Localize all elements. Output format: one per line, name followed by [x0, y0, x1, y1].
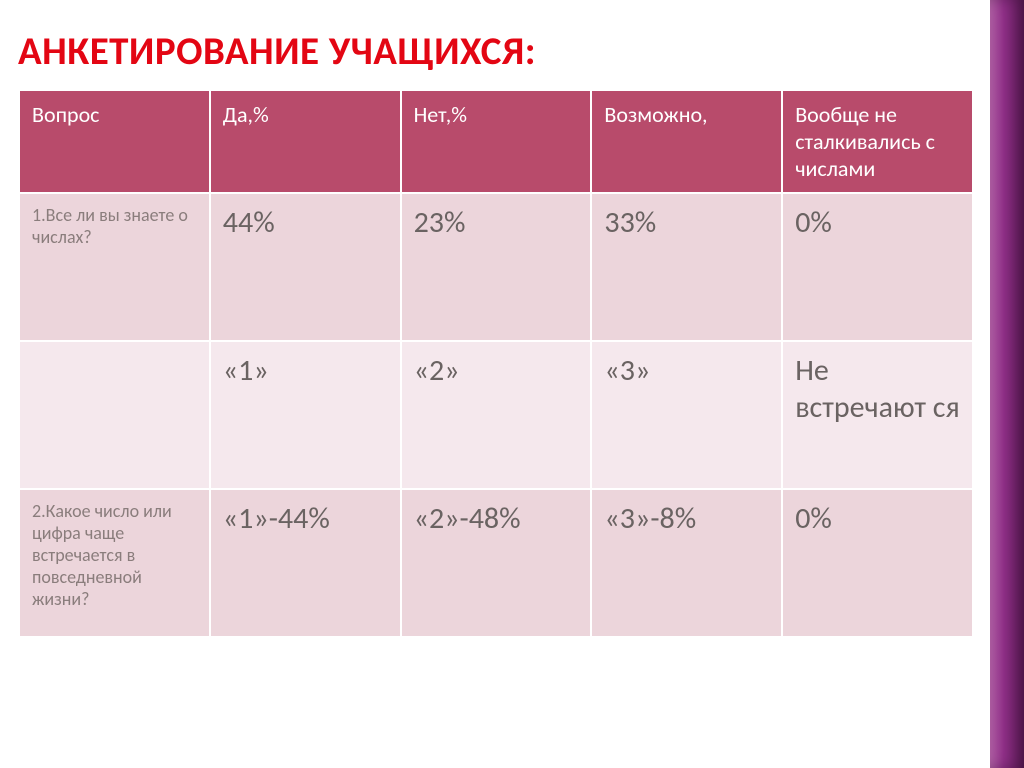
value-cell: 0% — [782, 193, 973, 341]
question-cell: 1.Все ли вы знаете о числах? — [19, 193, 210, 341]
table-body: 1.Все ли вы знаете о числах? 44% 23% 33%… — [19, 193, 973, 637]
value-cell: 33% — [591, 193, 782, 341]
right-accent-bar — [990, 0, 1024, 768]
page-title: АНКЕТИРОВАНИЕ УЧАЩИХСЯ: — [18, 28, 974, 75]
col-header: Да,% — [210, 90, 401, 193]
value-cell: Не встречают ся — [782, 341, 973, 489]
value-cell: 0% — [782, 489, 973, 637]
col-header: Вообще не сталкивались с числами — [782, 90, 973, 193]
value-cell: «3»-8% — [591, 489, 782, 637]
col-header: Вопрос — [19, 90, 210, 193]
col-header: Нет,% — [401, 90, 592, 193]
value-cell: 44% — [210, 193, 401, 341]
question-cell: 2.Какое число или цифра чаще встречается… — [19, 489, 210, 637]
col-header: Возможно, — [591, 90, 782, 193]
value-cell: «2» — [401, 341, 592, 489]
table-header-row: Вопрос Да,% Нет,% Возможно, Вообще не ст… — [19, 90, 973, 193]
table-row: 2.Какое число или цифра чаще встречается… — [19, 489, 973, 637]
survey-table: Вопрос Да,% Нет,% Возможно, Вообще не ст… — [18, 89, 974, 638]
slide-content: АНКЕТИРОВАНИЕ УЧАЩИХСЯ: Вопрос Да,% Нет,… — [18, 28, 974, 750]
value-cell: «1»-44% — [210, 489, 401, 637]
value-cell: «3» — [591, 341, 782, 489]
table-row: «1» «2» «3» Не встречают ся — [19, 341, 973, 489]
value-cell: «2»-48% — [401, 489, 592, 637]
table-row: 1.Все ли вы знаете о числах? 44% 23% 33%… — [19, 193, 973, 341]
question-cell — [19, 341, 210, 489]
value-cell: «1» — [210, 341, 401, 489]
value-cell: 23% — [401, 193, 592, 341]
